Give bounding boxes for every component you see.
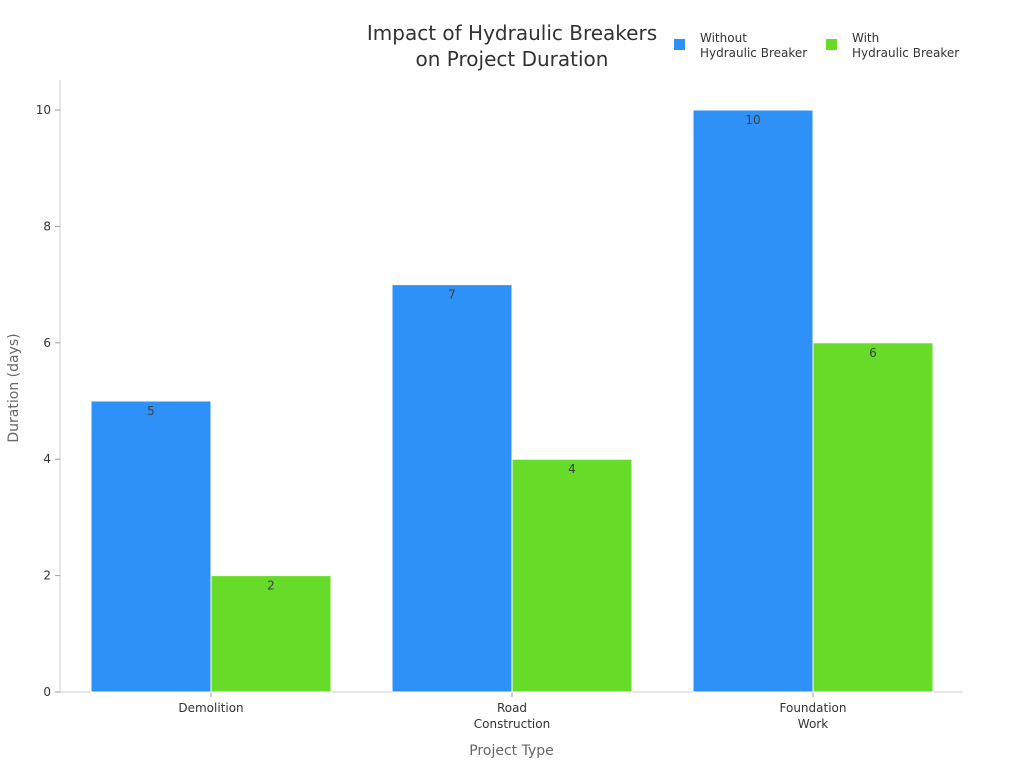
chart-title-line: on Project Duration	[416, 47, 609, 71]
bar-value-label: 6	[869, 346, 877, 360]
x-tick-label: Foundation	[780, 701, 847, 715]
bar	[812, 342, 934, 693]
x-axis-title: Project Type	[469, 743, 554, 759]
legend-label: Without	[700, 31, 747, 45]
bar-value-label: 5	[147, 404, 155, 418]
y-tick-label: 2	[43, 569, 51, 583]
legend-swatch	[674, 39, 685, 50]
data-labels: 5 2 7 4 10 6	[147, 113, 877, 593]
bar	[90, 400, 212, 693]
bar-value-label: 2	[267, 579, 275, 593]
bar-value-label: 7	[448, 288, 456, 302]
bar	[511, 458, 633, 693]
y-axis-title: Duration (days)	[6, 333, 22, 442]
y-tick-label: 10	[36, 103, 51, 117]
bar-value-label: 4	[568, 462, 576, 476]
y-tick-label: 8	[43, 219, 51, 233]
legend-label: Hydraulic Breaker	[852, 46, 959, 60]
legend-swatch	[826, 39, 837, 50]
x-tick-label: Work	[798, 717, 828, 731]
chart-title-line: Impact of Hydraulic Breakers	[367, 21, 657, 45]
bar	[210, 575, 332, 693]
bars	[90, 109, 934, 693]
x-axis: Demolition Road Construction Foundation Work…	[60, 691, 963, 759]
y-tick-label: 0	[43, 685, 51, 699]
y-axis: 0 2 4 6 8 10 Duration (days)	[6, 80, 61, 699]
bar	[692, 109, 814, 693]
y-tick-label: 4	[43, 452, 51, 466]
bar	[391, 284, 513, 693]
bar-value-label: 10	[745, 113, 760, 127]
x-tick-label: Demolition	[178, 701, 243, 715]
y-tick-label: 6	[43, 336, 51, 350]
x-tick-label: Construction	[474, 717, 550, 731]
x-tick-label: Road	[497, 701, 527, 715]
legend-label: Hydraulic Breaker	[700, 46, 807, 60]
legend-label: With	[852, 31, 879, 45]
